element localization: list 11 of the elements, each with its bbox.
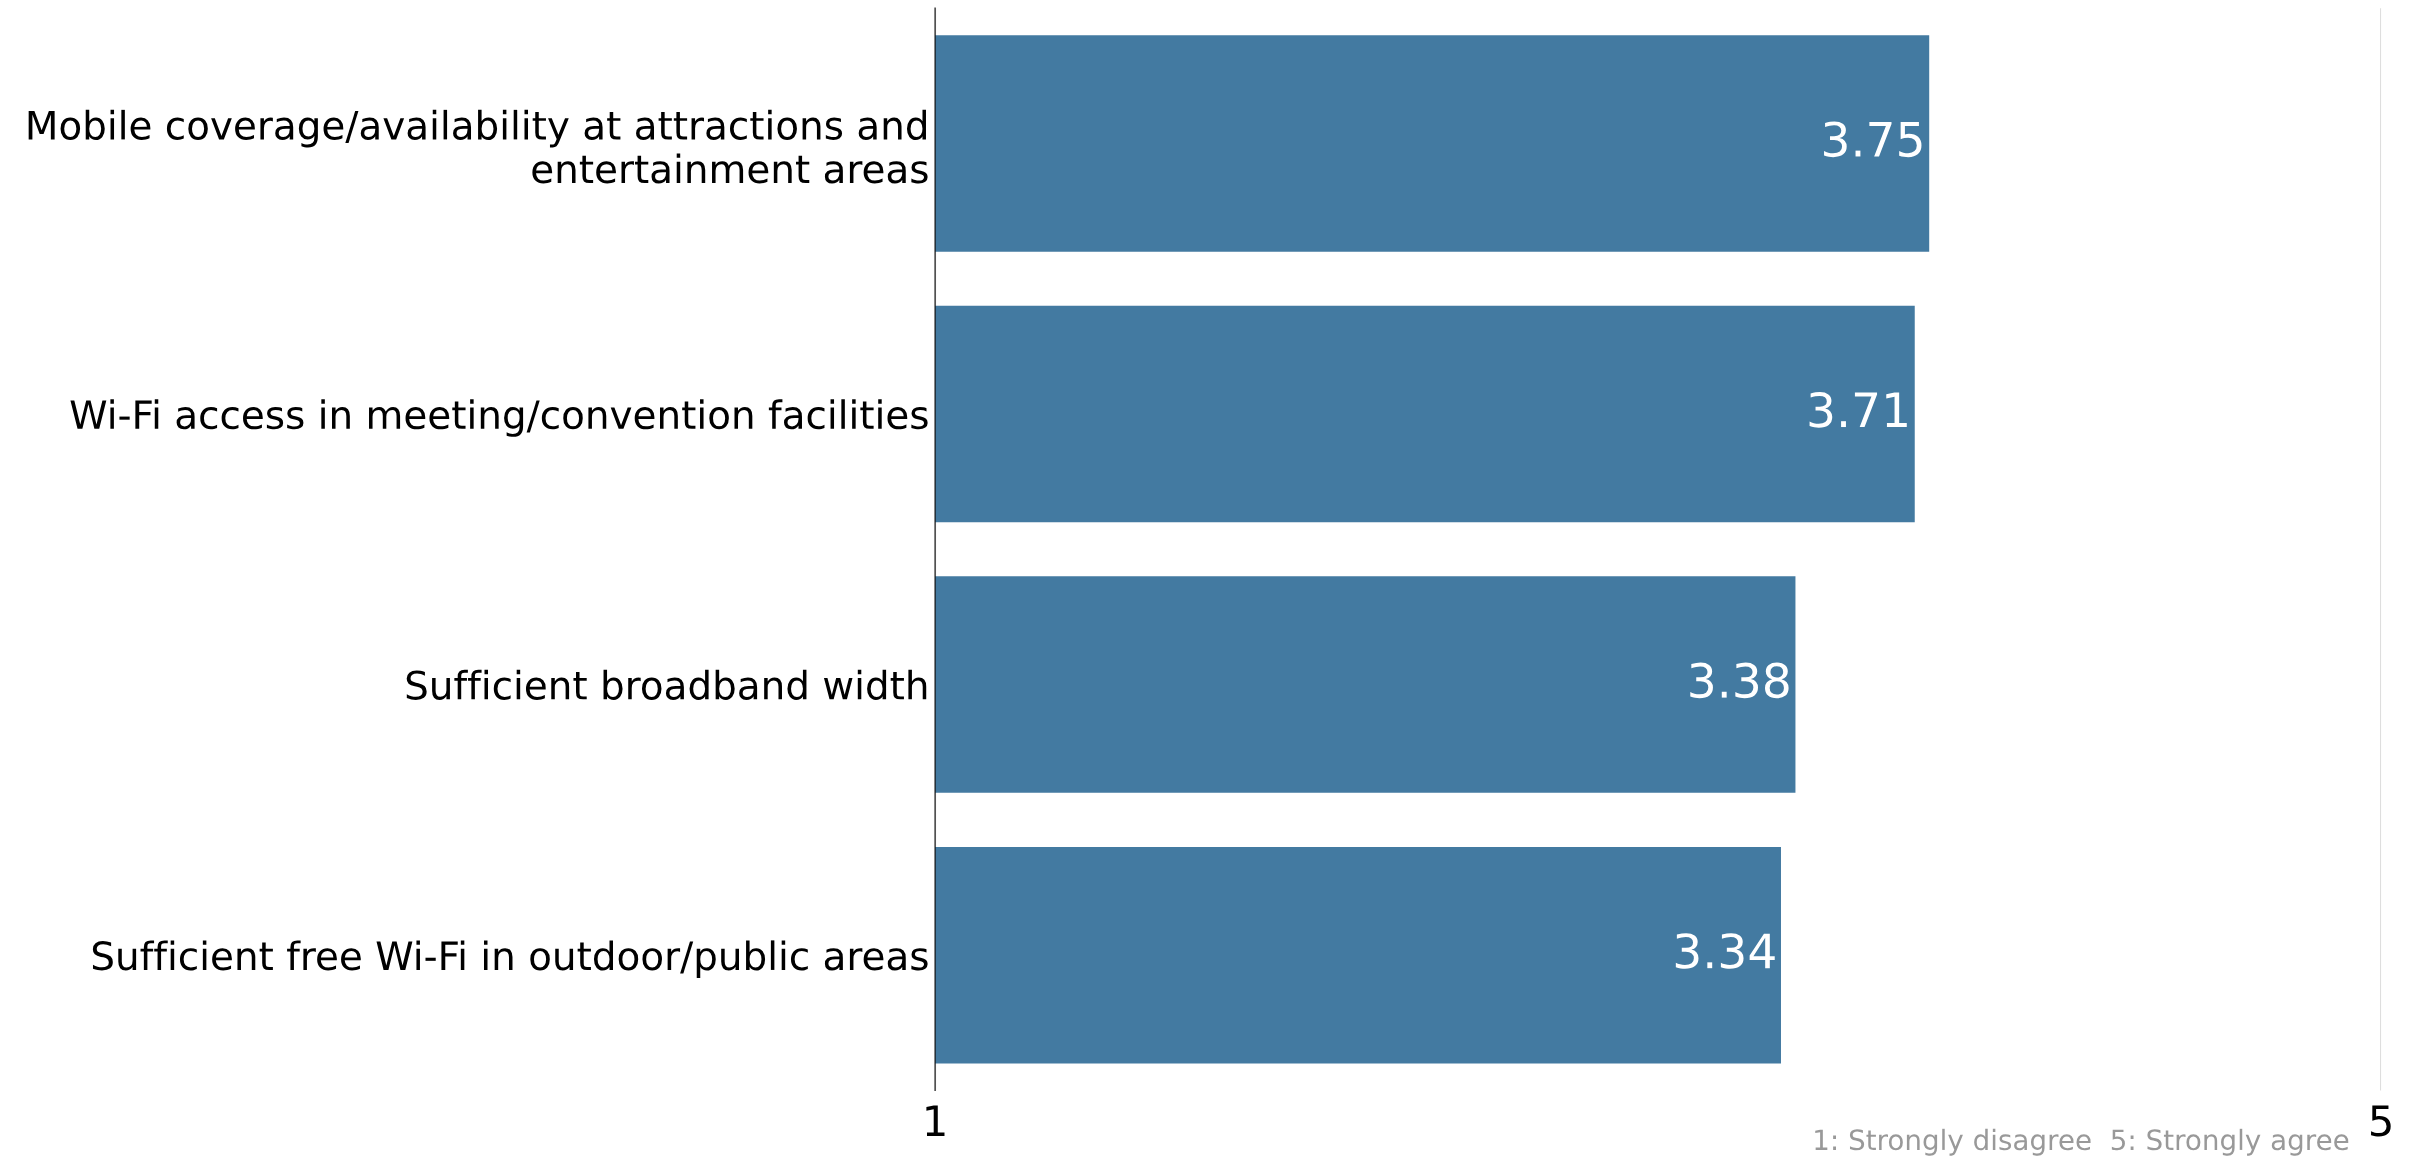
text: 1: Strongly disagree 5: Strongly agree <box>1815 1128 2349 1156</box>
data-label: 3.34 <box>1675 933 1775 969</box>
data-label: 3.75 <box>1824 121 1922 158</box>
x-tick-label: 1 <box>926 1105 945 1136</box>
data-label: 3.71 <box>1809 391 1907 428</box>
x-tick-label: 5 <box>2371 1105 2391 1137</box>
y-tick-label: Sufficient broadband width <box>406 669 927 700</box>
y-tick-label: Mobile coverage/availability at attractions and entertainment areas <box>28 109 928 184</box>
y-tick-label: Wi-Fi access in meeting/convention facilities <box>70 399 928 437</box>
data-label: 3.38 <box>1690 662 1789 699</box>
y-tick-label: Sufficient free Wi-Fi in outdoor/public areas <box>92 940 928 979</box>
